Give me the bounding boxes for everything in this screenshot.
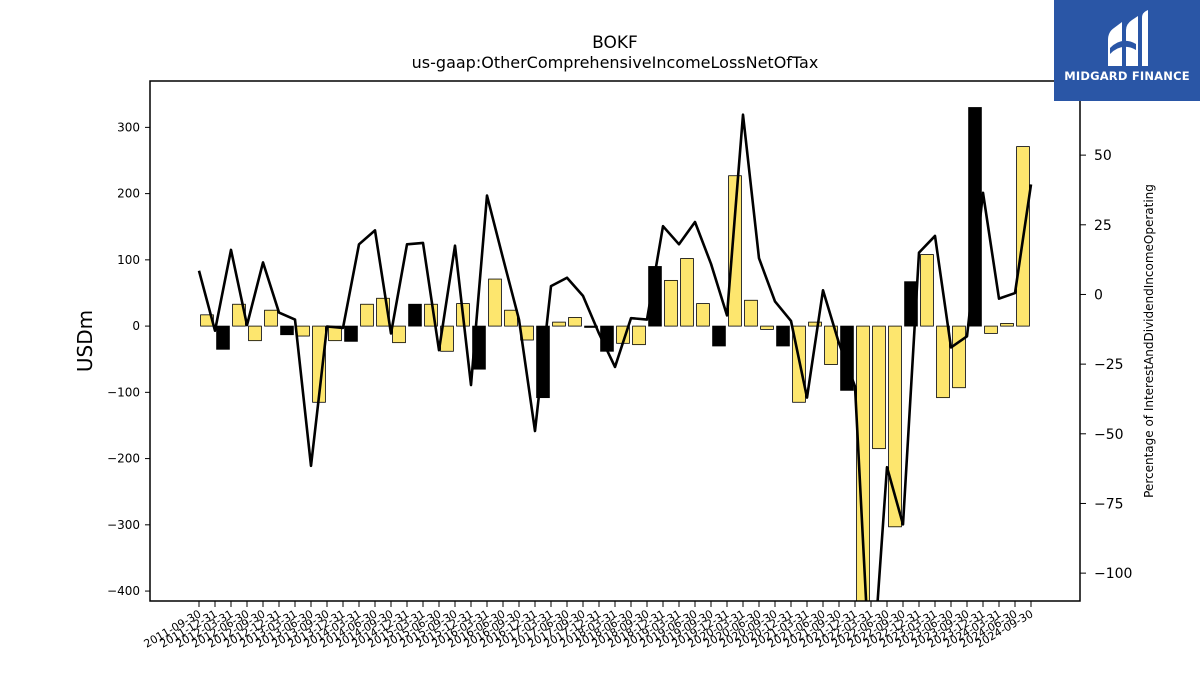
- y-tick-label-right: 50: [1094, 148, 1112, 164]
- y-tick-label-right: −75: [1094, 496, 1124, 512]
- brand-name: MIDGARD FINANCE: [1064, 69, 1190, 83]
- bar: [552, 321, 566, 327]
- bar: [280, 325, 294, 336]
- bar: [744, 299, 758, 327]
- chart-title: BOKF: [592, 33, 638, 53]
- y-tick-label-right: −25: [1094, 357, 1124, 373]
- bar: [920, 254, 934, 327]
- bar: [296, 325, 310, 337]
- bar: [664, 279, 678, 327]
- bar: [408, 303, 422, 327]
- bar: [712, 325, 726, 347]
- bar: [568, 317, 582, 327]
- x-axis: 2011-09-302011-12-312012-03-312012-06-30…: [142, 601, 1036, 651]
- y-axis-left-label: USDm: [73, 310, 97, 372]
- brand-logo: MIDGARD FINANCE: [1054, 0, 1200, 101]
- bar: [824, 325, 838, 365]
- bar: [344, 325, 358, 342]
- bar-series: [200, 107, 1030, 601]
- bar: [888, 325, 902, 528]
- chart-subtitle: us-gaap:OtherComprehensiveIncomeLossNetO…: [412, 53, 819, 72]
- bar: [808, 321, 822, 327]
- y-tick-label-left: −400: [107, 584, 140, 598]
- y-tick-label-right: −50: [1094, 427, 1124, 443]
- bar: [488, 278, 502, 327]
- bar: [840, 325, 854, 391]
- y-tick-label-right: 0: [1094, 287, 1103, 303]
- bar: [392, 325, 406, 344]
- bar: [728, 175, 742, 327]
- y-tick-label-left: 100: [117, 253, 140, 267]
- bar: [776, 325, 790, 347]
- bar: [680, 258, 694, 327]
- y-axis-right: −100 −75 −50 −25 0 25 50: [1080, 148, 1132, 582]
- bar: [632, 325, 646, 346]
- midgard-m-logo-icon: [1108, 10, 1148, 66]
- bar: [1000, 323, 1014, 327]
- bar: [984, 325, 998, 334]
- bar: [360, 303, 374, 327]
- bar: [696, 303, 710, 327]
- y-tick-label-right: −100: [1094, 566, 1132, 582]
- y-tick-label-right: 25: [1094, 218, 1112, 234]
- bar: [504, 309, 518, 327]
- bar: [760, 325, 774, 330]
- bar: [856, 325, 870, 601]
- y-axis-left: −400 −300 −200 −100 0 100 200 300: [107, 120, 150, 598]
- bar: [264, 309, 278, 327]
- bar: [936, 325, 950, 399]
- y-tick-label-left: 200: [117, 187, 140, 201]
- bar: [248, 325, 262, 342]
- bar: [216, 325, 230, 350]
- y-axis-right-label: Percentage of InterestAndDividendIncomeO…: [1142, 184, 1156, 498]
- bar: [952, 325, 966, 389]
- y-tick-label-left: −300: [107, 518, 140, 532]
- bar: [872, 325, 886, 450]
- line-series-group: [197, 113, 1033, 601]
- y-tick-label-left: −100: [107, 385, 140, 399]
- line-series: [197, 113, 1033, 601]
- y-tick-label-left: 300: [117, 120, 140, 134]
- y-tick-label-left: −200: [107, 452, 140, 466]
- y-tick-label-left: 0: [132, 319, 140, 333]
